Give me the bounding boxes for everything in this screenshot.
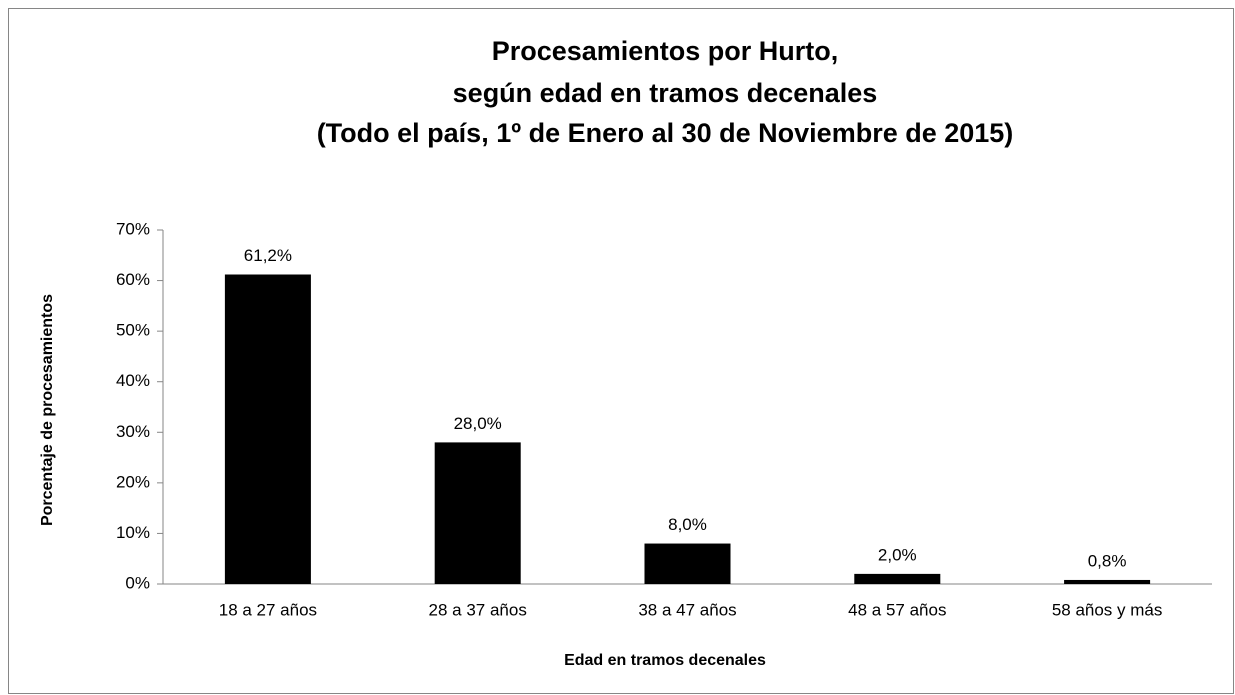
chart-title: (Todo el país, 1º de Enero al 30 de Novi… bbox=[317, 118, 1014, 148]
bar bbox=[1064, 579, 1151, 584]
data-label: 61,2% bbox=[244, 246, 292, 265]
bar bbox=[854, 573, 941, 584]
x-tick-label: 18 a 27 años bbox=[219, 600, 317, 619]
x-tick-label: 38 a 47 años bbox=[638, 600, 736, 619]
bar bbox=[434, 442, 521, 584]
y-tick-label: 70% bbox=[116, 219, 150, 238]
x-tick-label: 28 a 37 años bbox=[429, 600, 527, 619]
y-axis-title: Porcentaje de procesamientos bbox=[39, 294, 56, 526]
y-tick-label: 10% bbox=[116, 523, 150, 542]
x-axis-title: Edad en tramos decenales bbox=[564, 652, 766, 669]
data-label: 8,0% bbox=[668, 515, 707, 534]
y-tick-label: 0% bbox=[125, 573, 150, 592]
chart-title: según edad en tramos decenales bbox=[453, 78, 878, 108]
data-label: 0,8% bbox=[1088, 551, 1127, 570]
x-tick-label: 48 a 57 años bbox=[848, 600, 946, 619]
y-tick-label: 20% bbox=[116, 472, 150, 491]
y-tick-label: 50% bbox=[116, 321, 150, 340]
chart-title: Procesamientos por Hurto, bbox=[492, 36, 839, 66]
bar bbox=[644, 543, 731, 584]
y-tick-label: 30% bbox=[116, 422, 150, 441]
chart-border bbox=[8, 8, 1234, 694]
bar bbox=[224, 274, 311, 584]
y-tick-label: 60% bbox=[116, 270, 150, 289]
y-tick-label: 40% bbox=[116, 371, 150, 390]
data-label: 2,0% bbox=[878, 545, 917, 564]
x-tick-label: 58 años y más bbox=[1052, 600, 1163, 619]
data-label: 28,0% bbox=[454, 414, 502, 433]
